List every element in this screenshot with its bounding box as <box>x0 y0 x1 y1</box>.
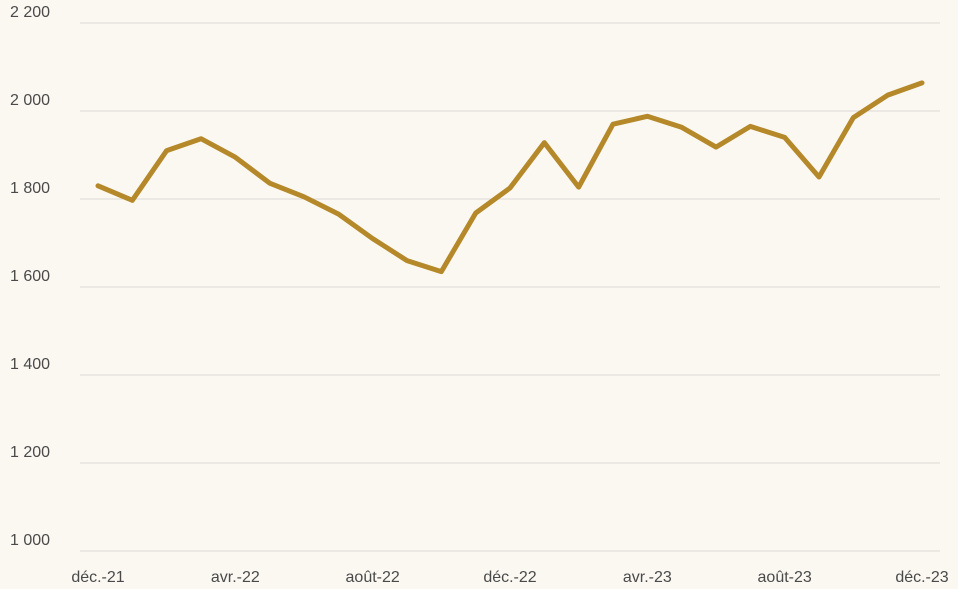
y-tick-label: 1 800 <box>10 180 50 197</box>
y-tick-label: 2 200 <box>10 4 50 21</box>
x-tick-label: août-23 <box>758 569 812 586</box>
y-tick-label: 1 600 <box>10 268 50 285</box>
x-tick-label: avr.-22 <box>211 569 260 586</box>
x-tick-label: août-22 <box>346 569 400 586</box>
line <box>95 80 925 275</box>
x-tick-label: déc.-21 <box>71 569 124 586</box>
y-tick-label: 1 400 <box>10 356 50 373</box>
x-tick-label: déc.-23 <box>895 569 948 586</box>
y-tick-label: 2 000 <box>10 92 50 109</box>
y-tick-label: 1 000 <box>10 532 50 549</box>
x-tick-label: avr.-23 <box>623 569 672 586</box>
y-tick-label: 1 200 <box>10 444 50 461</box>
x-tick-label: déc.-22 <box>483 569 536 586</box>
